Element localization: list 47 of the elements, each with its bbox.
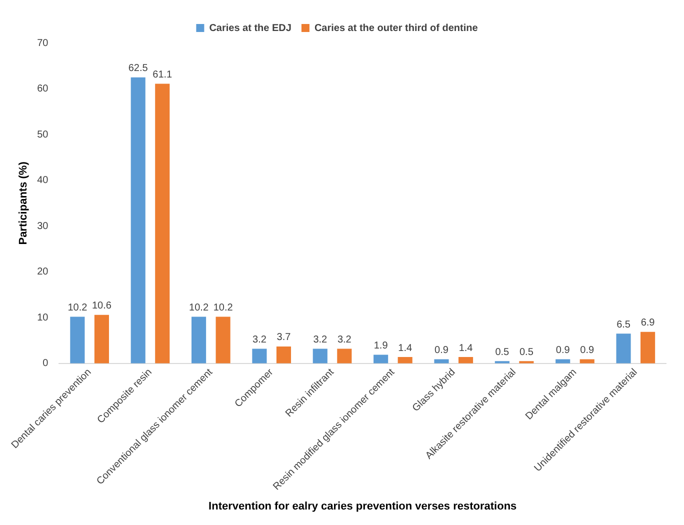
y-axis-title: Participants (%): [18, 161, 30, 245]
legend-label: Caries at the outer third of dentine: [314, 22, 478, 34]
bar: [155, 84, 170, 364]
data-label: 62.5: [128, 63, 148, 74]
y-tick-label: 0: [42, 358, 49, 370]
y-tick-label: 30: [37, 220, 49, 232]
y-tick-label: 50: [37, 129, 49, 140]
data-label: 3.2: [313, 334, 328, 346]
legend-label: Caries at the EDJ: [209, 22, 292, 34]
bar: [312, 348, 328, 364]
bar: [616, 334, 631, 364]
bar: [398, 357, 412, 364]
y-tick-label: 10: [37, 312, 49, 324]
x-axis-title: Intervention for ealry caries prevention verses restorations: [208, 500, 517, 512]
data-label: 0.5: [495, 346, 510, 358]
data-label: 1.9: [374, 340, 388, 352]
data-label: 3.7: [276, 332, 292, 344]
bar: [192, 316, 206, 364]
data-label: 6.5: [616, 319, 631, 330]
bar: [70, 316, 85, 364]
bar: [276, 346, 292, 364]
y-tick-label: 20: [37, 266, 49, 278]
y-tick-label: 60: [37, 84, 49, 95]
data-label: 3.2: [252, 334, 267, 346]
bar: [94, 314, 109, 364]
data-label: 1.4: [458, 342, 474, 354]
data-label: 3.2: [337, 334, 352, 346]
bar: [374, 354, 388, 364]
bar: [216, 316, 230, 364]
data-label: 10.2: [213, 302, 234, 314]
bar: [458, 357, 474, 364]
bar: [337, 348, 352, 364]
data-label: 10.2: [68, 302, 88, 314]
data-label: 0.9: [434, 345, 449, 356]
data-label: 0.9: [580, 345, 595, 356]
data-label: 10.6: [92, 300, 112, 312]
data-label: 61.1: [152, 69, 173, 80]
data-label: 10.2: [189, 302, 209, 314]
data-label: 0.9: [556, 345, 570, 356]
data-label: 6.9: [640, 318, 656, 329]
y-tick-label: 70: [37, 38, 49, 49]
y-tick-label: 40: [37, 175, 49, 186]
data-label: 0.5: [519, 346, 534, 358]
bar: [130, 77, 146, 364]
bar: [252, 348, 267, 364]
bar: [640, 332, 656, 364]
data-label: 1.4: [398, 342, 412, 354]
